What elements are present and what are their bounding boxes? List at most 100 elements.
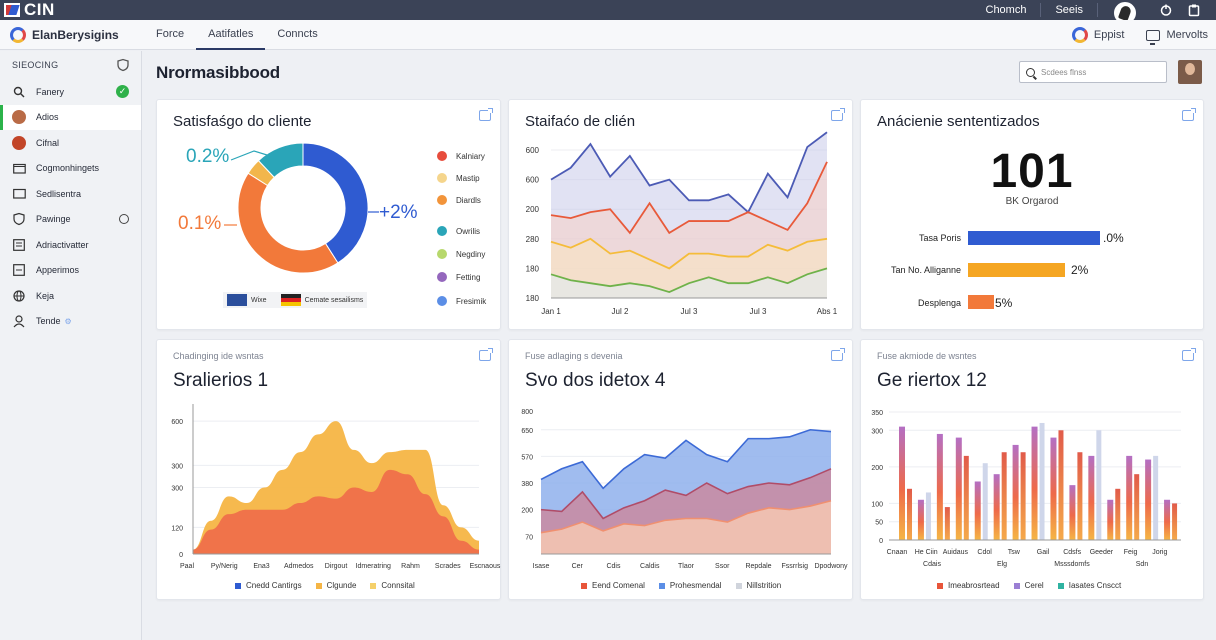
nav-mervolts-label: Mervolts bbox=[1166, 29, 1208, 41]
x-tick-label: Tlaor bbox=[678, 563, 695, 570]
shield-icon[interactable] bbox=[117, 58, 129, 72]
sidebar-item-label: Adriactivatter bbox=[36, 239, 89, 250]
legend-item: Iasates Cnscct bbox=[1057, 581, 1121, 590]
x-tick-label: Jul 2 bbox=[612, 307, 629, 316]
search-icon bbox=[1026, 67, 1035, 77]
bar bbox=[1172, 503, 1178, 540]
donut-label-right: +2% bbox=[379, 202, 418, 223]
expand-icon[interactable] bbox=[1182, 108, 1196, 121]
app-name: CIN bbox=[24, 0, 55, 19]
x-tick-label: Msssdomfs bbox=[1054, 561, 1090, 568]
bar bbox=[899, 426, 905, 540]
legend-item: Cnedd Cantirgs bbox=[235, 581, 302, 590]
series-line bbox=[540, 499, 832, 534]
x-tick-label: Ena3 bbox=[253, 563, 269, 570]
hbar-label: Tasa Poris bbox=[918, 233, 961, 243]
brand[interactable]: ElanBerysigins bbox=[10, 26, 144, 43]
donut-slice bbox=[237, 172, 339, 274]
titlebar-link-1[interactable]: Chomch bbox=[972, 3, 1042, 17]
bar bbox=[917, 499, 924, 540]
x-tick-label: Rahm bbox=[401, 563, 420, 570]
sidebar-item-keja[interactable]: Keja bbox=[0, 283, 141, 309]
avatar-icon bbox=[12, 110, 26, 125]
x-tick-label: Auidaus bbox=[943, 549, 969, 556]
sidebar-item-pawinge[interactable]: Pawinge bbox=[0, 207, 141, 233]
app-logo[interactable]: CIN bbox=[4, 0, 55, 20]
nav-mervolts-button[interactable]: Mervolts bbox=[1146, 29, 1208, 45]
y-tick-label: 300 bbox=[171, 463, 183, 470]
legend-item: Clgunde bbox=[315, 581, 356, 590]
sidebar-item-apperimos[interactable]: Apperimos bbox=[0, 258, 141, 284]
sidebar-item-cogmonhingets[interactable]: Cogmonhingets bbox=[0, 156, 141, 182]
sidebar-item-sedlisentra[interactable]: Sedlisentra bbox=[0, 181, 141, 207]
expand-icon[interactable] bbox=[831, 108, 845, 121]
x-tick-label: Paal bbox=[180, 563, 194, 570]
sidebar-item-adriactivatter[interactable]: Adriactivatter bbox=[0, 232, 141, 258]
y-tick-label: 570 bbox=[521, 454, 533, 461]
user-avatar[interactable] bbox=[1178, 60, 1202, 84]
tab-aatifatles[interactable]: Aatifatles bbox=[196, 20, 266, 50]
leader-line bbox=[230, 150, 268, 161]
folder-icon bbox=[12, 161, 26, 175]
bar bbox=[1153, 455, 1159, 540]
bar bbox=[1077, 452, 1083, 540]
y-tick-label: 0 bbox=[179, 552, 183, 559]
hbar bbox=[968, 295, 994, 309]
x-tick-label: Gail bbox=[1037, 549, 1050, 556]
card-subtitle: Fuse akmiode de wsntes bbox=[877, 351, 977, 361]
sidebar-item-tende[interactable]: Tende ⚙ bbox=[0, 309, 141, 335]
folder-icon bbox=[12, 187, 26, 201]
tab-conncts[interactable]: Conncts bbox=[277, 27, 318, 40]
expand-icon[interactable] bbox=[479, 348, 493, 361]
sidebar-item-label: Pawinge bbox=[36, 214, 71, 225]
avatar-icon bbox=[12, 135, 26, 150]
nav-eppist-button[interactable]: Eppist bbox=[1071, 27, 1124, 43]
power-icon[interactable] bbox=[1152, 0, 1180, 20]
legend-label: Cemate sesailisms bbox=[304, 296, 364, 304]
legend-item: Mastip bbox=[437, 173, 480, 183]
bar bbox=[1107, 499, 1114, 540]
donut-chart bbox=[224, 142, 379, 274]
sidebar-item-label: Adios bbox=[36, 112, 59, 123]
expand-icon[interactable] bbox=[479, 108, 493, 121]
x-tick-label: Cer bbox=[572, 563, 584, 570]
x-tick-label: Cdol bbox=[977, 549, 992, 556]
y-tick-label: 200 bbox=[526, 205, 540, 214]
expand-icon[interactable] bbox=[831, 348, 845, 361]
legend-item: Diardls bbox=[437, 195, 481, 205]
x-tick-label: Cdsfs bbox=[1063, 549, 1081, 556]
bar bbox=[963, 455, 969, 540]
y-tick-label: 800 bbox=[521, 409, 533, 416]
title-bar-right: Chomch Seeis bbox=[972, 0, 1209, 26]
legend-item: Connsital bbox=[370, 581, 415, 590]
hbar-label: Desplenga bbox=[917, 298, 961, 308]
series-line bbox=[550, 237, 828, 270]
search-input[interactable] bbox=[1041, 67, 1161, 77]
bar bbox=[1126, 455, 1133, 540]
hbar bbox=[968, 231, 1100, 245]
sidebar-item-cifnal[interactable]: Cifnal bbox=[0, 130, 141, 156]
card-title: Ge riertox 12 bbox=[877, 370, 987, 391]
sidebar-item-adios[interactable]: Adios bbox=[0, 104, 141, 130]
titlebar-link-2[interactable]: Seeis bbox=[1041, 3, 1098, 17]
app-logo-icon bbox=[4, 3, 20, 17]
clipboard-icon[interactable] bbox=[1180, 0, 1208, 20]
series-line bbox=[550, 161, 828, 235]
y-tick-label: 600 bbox=[171, 419, 183, 426]
bar bbox=[1001, 452, 1007, 540]
sidebar-header: SIEOCING bbox=[0, 51, 141, 79]
hbar-value: 2% bbox=[1071, 263, 1089, 277]
expand-icon[interactable] bbox=[1182, 348, 1196, 361]
search-box[interactable] bbox=[1019, 61, 1167, 83]
bar bbox=[1069, 485, 1076, 540]
bar bbox=[1145, 459, 1152, 540]
x-tick-label: Feig bbox=[1124, 549, 1138, 556]
tab-force[interactable]: Force bbox=[156, 27, 185, 40]
sidebar-item-fanery[interactable]: Fanery ✓ bbox=[0, 79, 141, 105]
y-tick-label: 180 bbox=[526, 294, 540, 303]
x-tick-label: Dpodwony bbox=[814, 563, 848, 570]
bar bbox=[1020, 452, 1026, 540]
bar bbox=[1088, 455, 1095, 540]
google-icon bbox=[1071, 27, 1088, 43]
x-tick-label: Admedos bbox=[284, 563, 314, 570]
